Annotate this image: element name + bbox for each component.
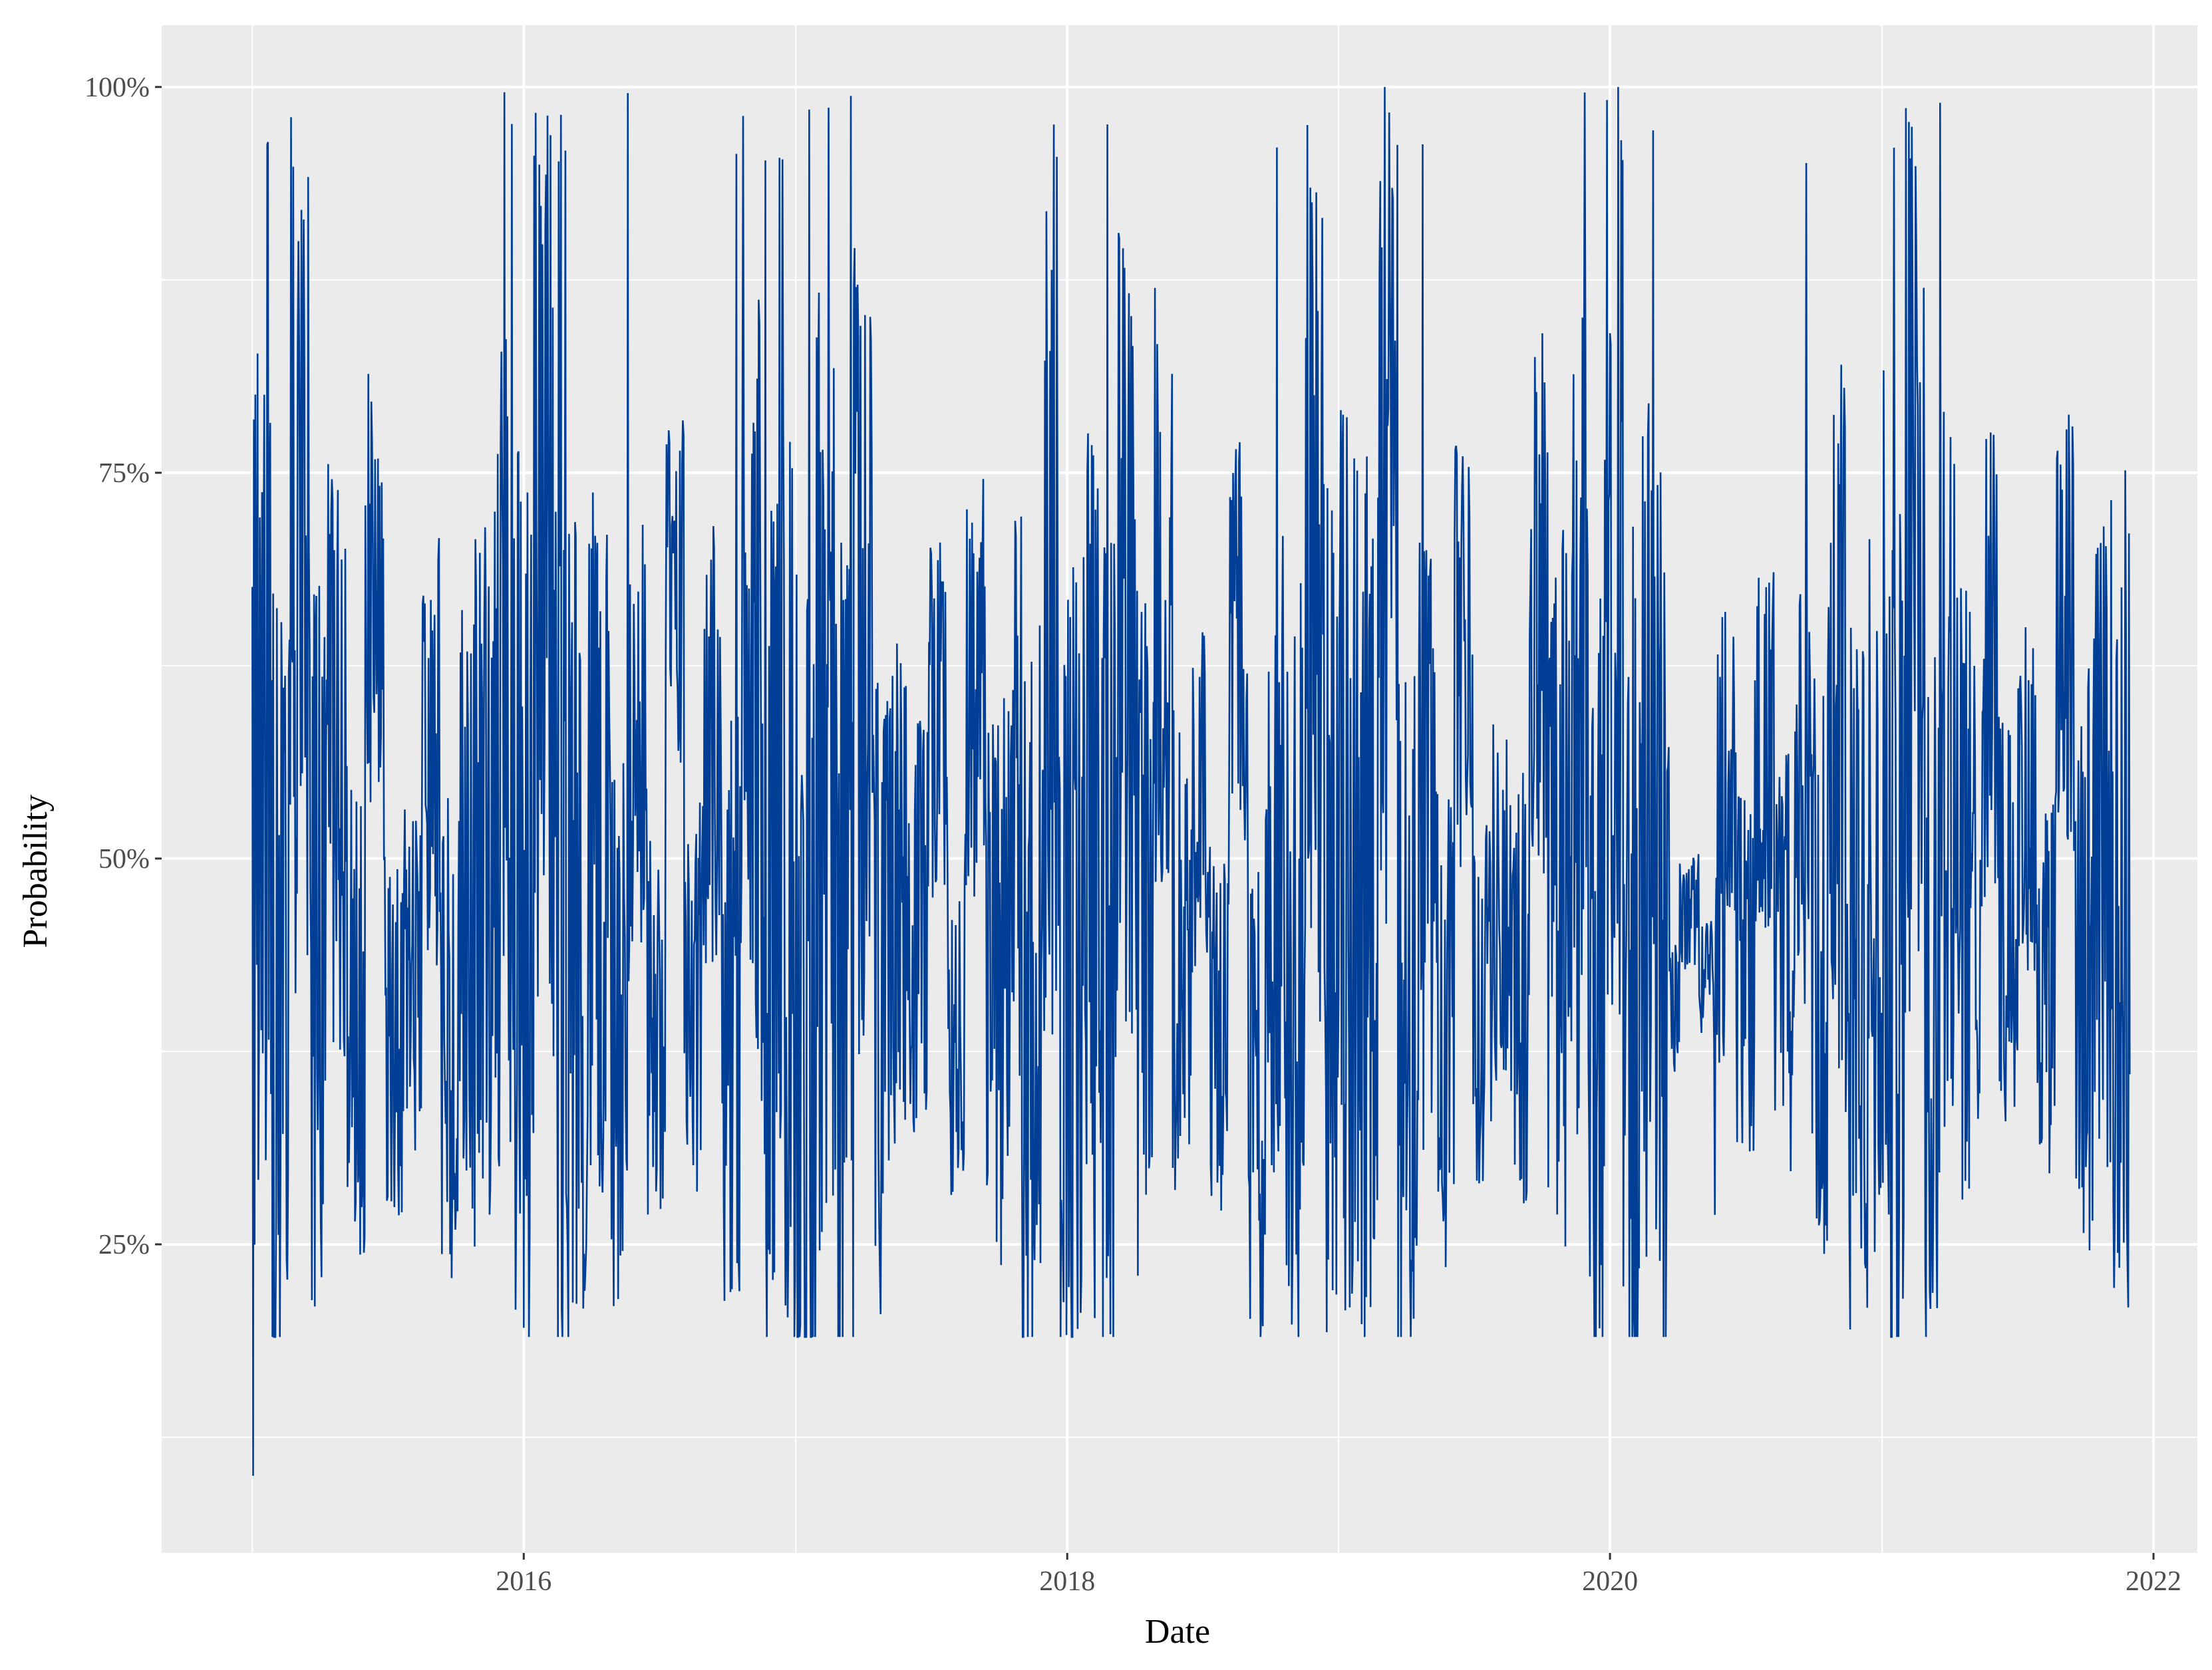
y-tick-label: 50% [98, 844, 150, 875]
y-axis-ticks: 25% 50% 75% 100% [84, 72, 162, 1260]
series-lines [251, 86, 2131, 1476]
y-tick-label: 100% [84, 72, 150, 103]
x-tick-label: 2020 [1582, 1566, 1638, 1597]
x-axis-ticks: 2016 2018 2020 2022 [496, 1553, 2181, 1597]
x-tick-label: 2016 [496, 1566, 552, 1597]
x-tick-label: 2018 [1039, 1566, 1095, 1597]
probability-series-line [251, 86, 2131, 1476]
y-axis-label: Probability [17, 794, 55, 948]
y-tick-label: 75% [98, 458, 150, 489]
y-tick-label: 25% [98, 1230, 150, 1260]
x-axis-label: Date [1145, 1613, 1210, 1651]
x-tick-label: 2022 [2126, 1566, 2181, 1597]
